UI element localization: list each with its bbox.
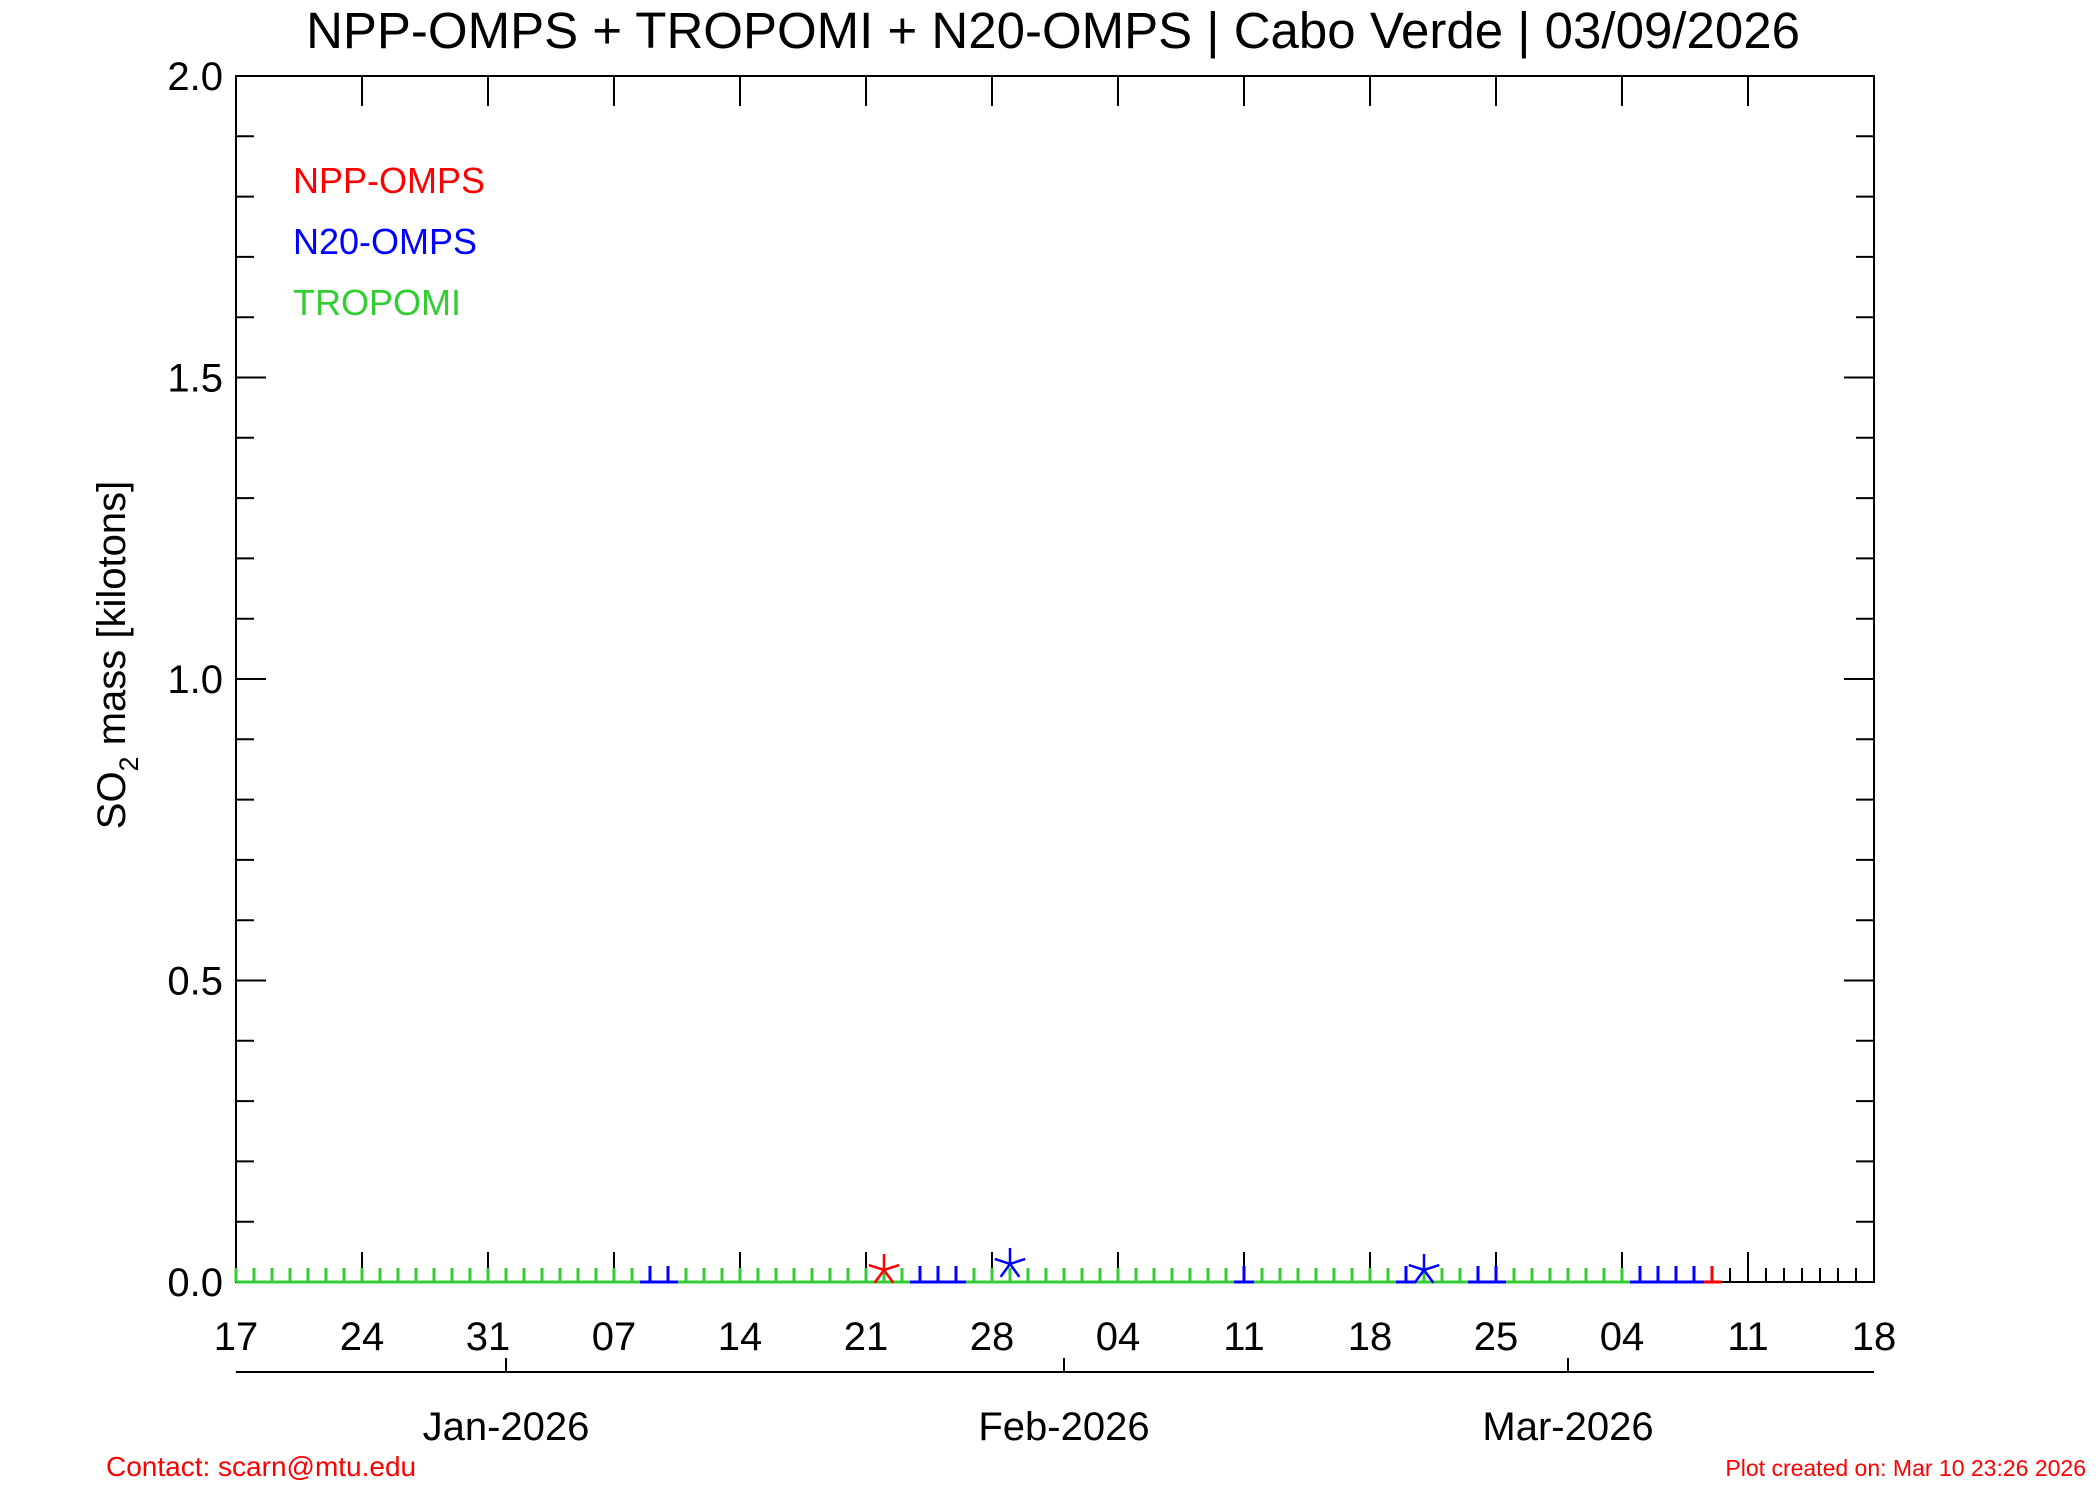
x-tick-label: 28 — [970, 1315, 1015, 1359]
legend-entry-npp-omps: NPP-OMPS — [293, 160, 485, 201]
x-tick-label: 18 — [1348, 1315, 1393, 1359]
x-tick-label: 04 — [1600, 1315, 1645, 1359]
n20-omps-point — [640, 1266, 660, 1284]
x-tick-label: 18 — [1852, 1315, 1897, 1359]
y-axis-label-main: SO — [90, 771, 134, 829]
x-tick-label: 17 — [214, 1315, 259, 1359]
y-axis-tick-labels: 0.0 0.5 1.0 1.5 2.0 — [167, 55, 223, 1305]
x-axis-tick-labels: 17 24 31 07 14 21 28 04 11 18 25 04 11 18 — [214, 1315, 1897, 1359]
x-tick-label: 14 — [718, 1315, 763, 1359]
n20-omps-point — [1630, 1266, 1650, 1284]
contact-footer: Contact: scarn@mtu.edu — [106, 1451, 416, 1482]
npp-omps-point — [868, 1253, 900, 1284]
y-axis-label-rest: mass [kilotons] — [90, 481, 134, 757]
n20-omps-point — [946, 1266, 966, 1284]
n20-omps-point — [994, 1247, 1026, 1278]
x-tick-label: 24 — [340, 1315, 385, 1359]
y-tick-label: 0.5 — [167, 960, 223, 1004]
n20-omps-point — [1468, 1266, 1488, 1284]
legend: NPP-OMPS N20-OMPS TROPOMI — [293, 160, 485, 323]
month-label: Feb-2026 — [978, 1405, 1149, 1449]
month-label: Mar-2026 — [1482, 1405, 1653, 1449]
n20-omps-point — [910, 1266, 930, 1284]
x-tick-label: 04 — [1096, 1315, 1141, 1359]
n20-omps-point — [1684, 1266, 1704, 1284]
chart-title: NPP-OMPS + TROPOMI + N20-OMPS | Cabo Ver… — [306, 2, 1800, 59]
plot-created-footer: Plot created on: Mar 10 23:26 2026 — [1725, 1455, 2086, 1481]
n20-omps-point — [1648, 1266, 1668, 1284]
x-tick-label: 21 — [844, 1315, 889, 1359]
n20-omps-point — [928, 1266, 948, 1284]
month-label: Jan-2026 — [423, 1405, 590, 1449]
month-axis: Jan-2026 Feb-2026 Mar-2026 — [236, 1358, 1874, 1449]
legend-entry-n20-omps: N20-OMPS — [293, 221, 477, 262]
n20-omps-point — [1486, 1266, 1506, 1284]
y-tick-label: 2.0 — [167, 55, 223, 99]
x-tick-label: 11 — [1223, 1315, 1265, 1359]
y-axis-label: SO2 mass [kilotons] — [90, 481, 144, 829]
n20-omps-point — [658, 1266, 678, 1284]
n20-omps-point — [1396, 1266, 1416, 1284]
satellite-markers — [640, 1247, 1722, 1284]
n20-omps-point — [1666, 1266, 1686, 1284]
x-tick-label: 25 — [1474, 1315, 1519, 1359]
n20-omps-point — [1234, 1266, 1254, 1284]
x-tick-label: 07 — [592, 1315, 637, 1359]
n20-omps-point — [1408, 1253, 1440, 1284]
y-tick-label: 1.0 — [167, 658, 223, 702]
y-tick-label: 0.0 — [167, 1261, 223, 1305]
y-axis-label-subscript: 2 — [114, 756, 144, 771]
x-tick-label: 11 — [1727, 1315, 1769, 1359]
y-tick-label: 1.5 — [167, 357, 223, 401]
x-tick-label: 31 — [466, 1315, 511, 1359]
npp-omps-point — [1702, 1266, 1722, 1284]
legend-entry-tropomi: TROPOMI — [293, 282, 461, 323]
